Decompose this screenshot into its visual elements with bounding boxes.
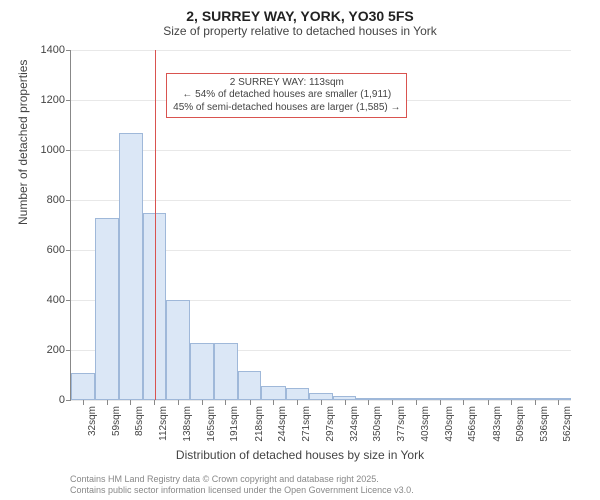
callout-line: ← 54% of detached houses are smaller (1,… — [173, 89, 400, 102]
histogram-bar — [119, 133, 143, 401]
property-marker-line — [155, 50, 156, 400]
x-tick-label: 218sqm — [254, 406, 265, 442]
gridline — [71, 50, 571, 51]
y-tick — [66, 300, 71, 301]
x-tick — [368, 400, 369, 405]
callout-line: 45% of semi-detached houses are larger (… — [173, 102, 400, 115]
histogram-bar — [238, 371, 261, 400]
x-axis-label: Distribution of detached houses by size … — [0, 448, 600, 462]
y-tick-label: 1400 — [25, 44, 65, 56]
footer-line: Contains public sector information licen… — [70, 485, 414, 496]
x-tick-label: 59sqm — [111, 406, 122, 436]
x-tick — [345, 400, 346, 405]
y-tick-label: 600 — [25, 244, 65, 256]
gridline — [71, 150, 571, 151]
y-tick-label: 200 — [25, 344, 65, 356]
x-tick — [535, 400, 536, 405]
x-tick-label: 165sqm — [206, 406, 217, 442]
x-tick-label: 456sqm — [467, 406, 478, 442]
x-tick-label: 85sqm — [134, 406, 145, 436]
x-tick-label: 297sqm — [325, 406, 336, 442]
histogram-bar — [166, 300, 190, 400]
x-tick — [273, 400, 274, 405]
y-tick-label: 1000 — [25, 144, 65, 156]
gridline — [71, 200, 571, 201]
x-tick — [511, 400, 512, 405]
y-tick-label: 1200 — [25, 94, 65, 106]
x-tick-label: 377sqm — [396, 406, 407, 442]
x-tick-label: 536sqm — [539, 406, 550, 442]
property-callout: 2 SURREY WAY: 113sqm← 54% of detached ho… — [166, 73, 407, 119]
x-tick-label: 430sqm — [444, 406, 455, 442]
x-tick — [463, 400, 464, 405]
x-tick — [154, 400, 155, 405]
y-tick — [66, 200, 71, 201]
chart-subtitle: Size of property relative to detached ho… — [0, 24, 600, 44]
histogram-bar — [286, 388, 309, 401]
x-tick-label: 324sqm — [349, 406, 360, 442]
y-tick — [66, 50, 71, 51]
x-tick-label: 112sqm — [158, 406, 169, 441]
x-tick-label: 509sqm — [515, 406, 526, 442]
x-tick — [297, 400, 298, 405]
histogram-bar — [190, 343, 213, 401]
x-tick — [488, 400, 489, 405]
y-tick — [66, 250, 71, 251]
x-tick — [558, 400, 559, 405]
x-tick-label: 244sqm — [277, 406, 288, 442]
histogram-bar — [309, 393, 333, 401]
x-tick — [107, 400, 108, 405]
histogram-bar — [214, 343, 238, 401]
y-tick — [66, 100, 71, 101]
x-tick — [225, 400, 226, 405]
footer-attribution: Contains HM Land Registry data © Crown c… — [70, 474, 414, 496]
x-tick-label: 191sqm — [229, 406, 240, 442]
footer-line: Contains HM Land Registry data © Crown c… — [70, 474, 414, 485]
y-tick-label: 400 — [25, 294, 65, 306]
x-tick — [392, 400, 393, 405]
x-tick — [321, 400, 322, 405]
y-tick — [66, 350, 71, 351]
x-tick — [83, 400, 84, 405]
x-tick-label: 403sqm — [420, 406, 431, 442]
x-tick — [130, 400, 131, 405]
x-tick — [440, 400, 441, 405]
x-tick-label: 32sqm — [87, 406, 98, 436]
x-tick-label: 483sqm — [492, 406, 503, 442]
x-tick — [416, 400, 417, 405]
x-tick-label: 271sqm — [301, 406, 312, 442]
chart-title: 2, SURREY WAY, YORK, YO30 5FS — [0, 0, 600, 24]
histogram-bar — [71, 373, 95, 401]
x-tick-label: 350sqm — [372, 406, 383, 442]
histogram-plot: 020040060080010001200140032sqm59sqm85sqm… — [70, 50, 571, 401]
y-tick — [66, 400, 71, 401]
histogram-bar — [261, 386, 285, 400]
y-tick-label: 800 — [25, 194, 65, 206]
x-tick-label: 138sqm — [182, 406, 193, 442]
callout-line: 2 SURREY WAY: 113sqm — [173, 77, 400, 90]
x-tick — [178, 400, 179, 405]
x-tick — [250, 400, 251, 405]
x-tick — [202, 400, 203, 405]
chart-area: 020040060080010001200140032sqm59sqm85sqm… — [70, 50, 570, 400]
y-tick-label: 0 — [25, 394, 65, 406]
y-tick — [66, 150, 71, 151]
histogram-bar — [95, 218, 118, 401]
x-tick-label: 562sqm — [562, 406, 573, 442]
